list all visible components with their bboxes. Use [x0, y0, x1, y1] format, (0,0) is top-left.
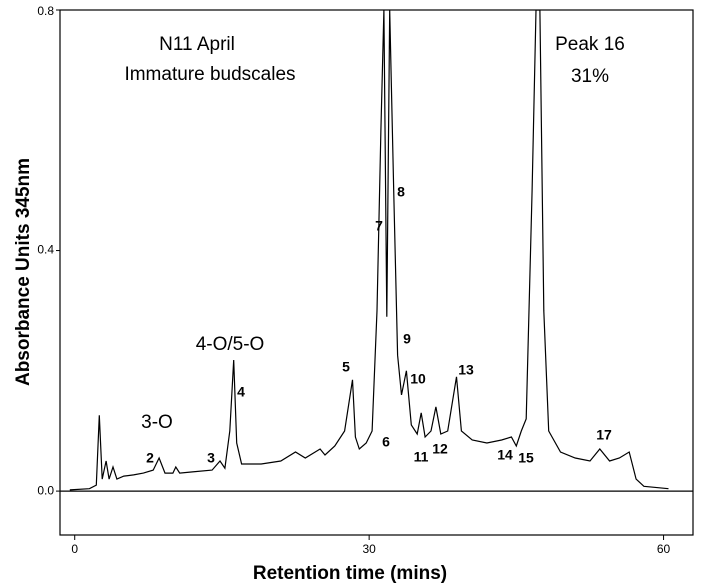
annotation: 10 [410, 371, 426, 387]
x-tick-label: 30 [362, 542, 376, 556]
plot [69, 10, 669, 491]
y-tick-label: 0.0 [37, 483, 54, 497]
annotation: 4-O/5-O [196, 334, 265, 355]
trace [69, 10, 669, 491]
annotation: 14 [497, 447, 513, 463]
annotation: 3-O [141, 412, 173, 433]
annotation: 12 [432, 441, 448, 457]
annotation: 15 [518, 450, 534, 466]
annotation: Peak 16 [555, 34, 625, 55]
annotation: Immature budscales [124, 64, 295, 85]
annotation: 4 [237, 384, 245, 400]
annotation: 5 [342, 359, 350, 375]
plot-frame [59, 9, 694, 536]
x-tick-label: 60 [657, 542, 671, 556]
annotation: 17 [596, 427, 612, 443]
annotation: 6 [382, 434, 390, 450]
y-tick-label: 0.8 [37, 4, 54, 18]
annotation: 2 [146, 450, 154, 466]
annotation: 7 [375, 218, 383, 234]
annotation: N11 April [159, 34, 235, 55]
x-axis-label: Retention time (mins) [253, 563, 447, 584]
annotation: 3 [207, 450, 215, 466]
y-tick-label: 0.4 [37, 243, 54, 257]
y-axis-label: Absorbance Units 345nm [13, 158, 34, 386]
annotation: 11 [414, 449, 429, 465]
annotation: 31% [571, 66, 609, 87]
annotation: 13 [458, 362, 474, 378]
annotation: 9 [403, 331, 411, 347]
x-tick-label: 0 [71, 542, 78, 556]
annotation: 8 [397, 184, 405, 200]
